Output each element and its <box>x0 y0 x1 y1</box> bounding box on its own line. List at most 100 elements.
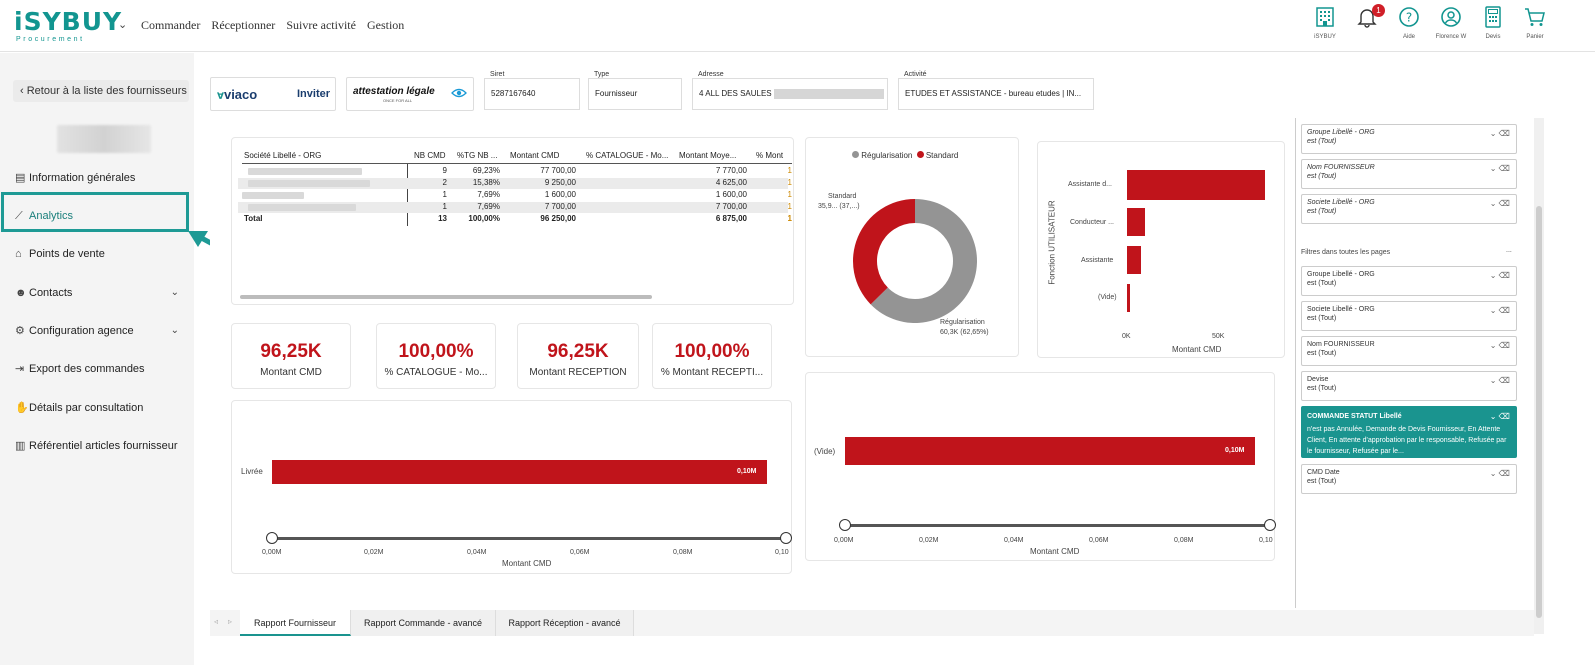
chevron-down-icon[interactable]: ⌄ <box>118 19 128 31</box>
cart-button[interactable]: Panier <box>1513 6 1557 40</box>
sidebar-item-analytics[interactable]: ⟋ Analytics <box>15 206 185 226</box>
range-slider-start-handle[interactable] <box>839 519 851 531</box>
donut-slice-rgularisation[interactable] <box>870 199 977 323</box>
kpi-label: % Montant RECEPTI... <box>660 367 764 378</box>
bar-assistante-d[interactable] <box>1127 170 1265 200</box>
table-row[interactable]: 1 7,69% 7 700,00 7 700,00 1 <box>242 201 792 213</box>
table-row[interactable]: 2 15,38% 9 250,00 4 625,00 1 <box>242 177 792 189</box>
chevron-eraser-icons[interactable]: ⌄ ⌫ <box>1489 469 1510 478</box>
col-header-nb-cmd[interactable]: NB CMD <box>414 151 446 160</box>
bar-vide-statut[interactable] <box>845 437 1255 465</box>
siret-label: Siret <box>490 71 505 78</box>
nav-suivre-activite[interactable]: Suivre activité <box>286 18 356 32</box>
sidebar-item-details-consultation[interactable]: ✋Détails par consultation <box>15 398 185 418</box>
chevron-eraser-icons[interactable]: ⌄ ⌫ <box>1489 129 1510 138</box>
tab-rapport-reception[interactable]: Rapport Réception - avancé <box>496 610 634 636</box>
sidebar-item-information[interactable]: ▤ Information générales <box>15 168 185 188</box>
filter-card-devise[interactable]: Devise est (Tout) ⌄ ⌫ <box>1301 371 1517 401</box>
type-field[interactable]: Fournisseur <box>588 78 682 110</box>
nav-gestion[interactable]: Gestion <box>366 18 405 32</box>
notifications-button[interactable]: 1 <box>1345 4 1389 32</box>
filter-card-societe[interactable]: Societe Libellé - ORG est (Tout) ⌄ ⌫ <box>1301 194 1517 224</box>
col-header-tg-nb[interactable]: %TG NB ... <box>457 151 498 160</box>
chevron-eraser-icons[interactable]: ⌄ ⌫ <box>1489 376 1510 385</box>
adresse-field[interactable]: 4 ALL DES SAULES <box>692 78 888 110</box>
tab-prev-icon[interactable]: ◃ <box>214 617 219 626</box>
table-row[interactable]: 1 7,69% 1 600,00 1 600,00 1 <box>242 189 792 201</box>
cell-total-pct-montant: 1 <box>787 214 792 223</box>
tab-rapport-fournisseur[interactable]: Rapport Fournisseur <box>240 610 351 636</box>
sidebar-item-referentiel-articles[interactable]: ▥ Référentiel articles fournisseur <box>15 436 185 456</box>
nav-receptionner[interactable]: Réceptionner <box>211 18 276 32</box>
chevron-eraser-icons[interactable]: ⌄ ⌫ <box>1489 341 1510 350</box>
bar-livree[interactable] <box>272 460 767 484</box>
isybuy-menu-button[interactable]: iSYBUY <box>1303 6 1347 40</box>
cell-montant: 7 700,00 <box>544 202 576 211</box>
top-nav: Commander Réceptionner Suivre activité G… <box>141 18 412 33</box>
chevron-eraser-icons[interactable]: ⌄ ⌫ <box>1489 412 1510 421</box>
range-slider-track[interactable] <box>272 537 786 540</box>
legend-label[interactable]: Standard <box>925 151 959 160</box>
range-slider-start-handle[interactable] <box>266 532 278 544</box>
sidebar-item-contacts[interactable]: ☻ Contacts ⌄ <box>15 283 185 303</box>
more-options-icon[interactable]: ... <box>1506 247 1512 254</box>
filter-card-nom-fournisseur-all[interactable]: Nom FOURNISSEUR est (Tout) ⌄ ⌫ <box>1301 336 1517 366</box>
table-row[interactable]: 9 69,23% 77 700,00 7 770,00 1 <box>242 165 792 177</box>
chart-fonction-panel: Fonction UTILISATEUR Assistante d... Con… <box>1037 141 1285 358</box>
activite-field[interactable]: ETUDES ET ASSISTANCE - bureau etudes | I… <box>898 78 1094 110</box>
nav-commander[interactable]: Commander <box>141 18 201 32</box>
attestation-card[interactable]: attestation légale ONCE FOR ALL <box>346 77 474 111</box>
col-header-montant-moyen[interactable]: Montant Moye... <box>679 151 737 160</box>
isybuy-logo[interactable]: iSYBUY Procurement <box>14 9 121 44</box>
legend-label[interactable]: Régularisation <box>861 151 913 160</box>
sidebar-item-export-commandes[interactable]: ⇥ Export des commandes <box>15 359 185 379</box>
sidebar-item-configuration-agence[interactable]: ⚙ Configuration agence ⌄ <box>15 321 185 341</box>
y-category-label: (Vide) <box>1098 294 1117 301</box>
siret-field[interactable]: 5287167640 <box>484 78 580 110</box>
col-header-montant-cmd[interactable]: Montant CMD <box>510 151 560 160</box>
filter-card-groupe[interactable]: Groupe Libellé - ORG est (Tout) ⌄ ⌫ <box>1301 124 1517 154</box>
x-axis-label: Montant CMD <box>1030 547 1080 556</box>
chevron-eraser-icons[interactable]: ⌄ ⌫ <box>1489 164 1510 173</box>
table-hscrollbar[interactable] <box>240 295 652 299</box>
col-header-catalogue[interactable]: % CATALOGUE - Mo... <box>586 151 669 160</box>
filter-card-nom-fournisseur[interactable]: Nom FOURNISSEUR est (Tout) ⌄ ⌫ <box>1301 159 1517 189</box>
filters-scrollbar[interactable] <box>1534 118 1544 634</box>
bar-conducteur[interactable] <box>1127 208 1145 236</box>
kpi-card-montant-cmd: 96,25K Montant CMD <box>231 323 351 389</box>
col-header-pct-montant[interactable]: % Mont <box>756 151 784 160</box>
filter-card-cmd-date[interactable]: CMD Date est (Tout) ⌄ ⌫ <box>1301 464 1517 494</box>
tab-rapport-commande[interactable]: Rapport Commande - avancé <box>351 610 496 636</box>
chevron-eraser-icons[interactable]: ⌄ ⌫ <box>1489 306 1510 315</box>
filter-state: est (Tout) <box>1307 138 1337 145</box>
analytics-highlight-box <box>1 192 189 232</box>
eye-icon[interactable] <box>451 86 467 105</box>
bar-vide[interactable] <box>1127 284 1130 312</box>
devis-button[interactable]: Devis <box>1471 6 1515 40</box>
sidebar-item-label: Export des commandes <box>29 363 145 375</box>
range-slider-track[interactable] <box>845 524 1270 527</box>
bar-assistante[interactable] <box>1127 246 1141 274</box>
back-to-suppliers-link[interactable]: ‹ Retour à la liste des fournisseurs <box>13 80 189 102</box>
kpi-value: 100,00% <box>674 341 750 362</box>
help-button[interactable]: ? Aide <box>1387 6 1431 40</box>
x-axis-label: Montant CMD <box>502 559 552 568</box>
filter-card-societe-all[interactable]: Societe Libellé - ORG est (Tout) ⌄ ⌫ <box>1301 301 1517 331</box>
range-slider-end-handle[interactable] <box>780 532 792 544</box>
range-slider-end-handle[interactable] <box>1264 519 1276 531</box>
filter-card-groupe-all[interactable]: Groupe Libellé - ORG est (Tout) ⌄ ⌫ <box>1301 266 1517 296</box>
notification-badge: 1 <box>1372 4 1385 17</box>
user-account-button[interactable]: Florence W <box>1429 6 1473 40</box>
chevron-eraser-icons[interactable]: ⌄ ⌫ <box>1489 271 1510 280</box>
bar-data-label: 0,10M <box>737 468 757 475</box>
filter-card-commande-statut[interactable]: COMMANDE STATUT Libellé n'est pas Annulée… <box>1301 406 1517 458</box>
scrollbar-thumb[interactable] <box>1536 206 1542 618</box>
col-header-societe[interactable]: Société Libellé - ORG <box>244 151 322 160</box>
sidebar-item-points-de-vente[interactable]: ⌂ Points de vente <box>15 244 185 264</box>
adresse-value: 4 ALL DES SAULES <box>699 89 772 98</box>
donut-slice-standard[interactable] <box>853 199 915 305</box>
chevron-eraser-icons[interactable]: ⌄ ⌫ <box>1489 199 1510 208</box>
redacted-block <box>773 88 884 99</box>
tab-next-icon[interactable]: ▹ <box>228 617 233 626</box>
invite-button[interactable]: Inviter <box>297 88 331 100</box>
